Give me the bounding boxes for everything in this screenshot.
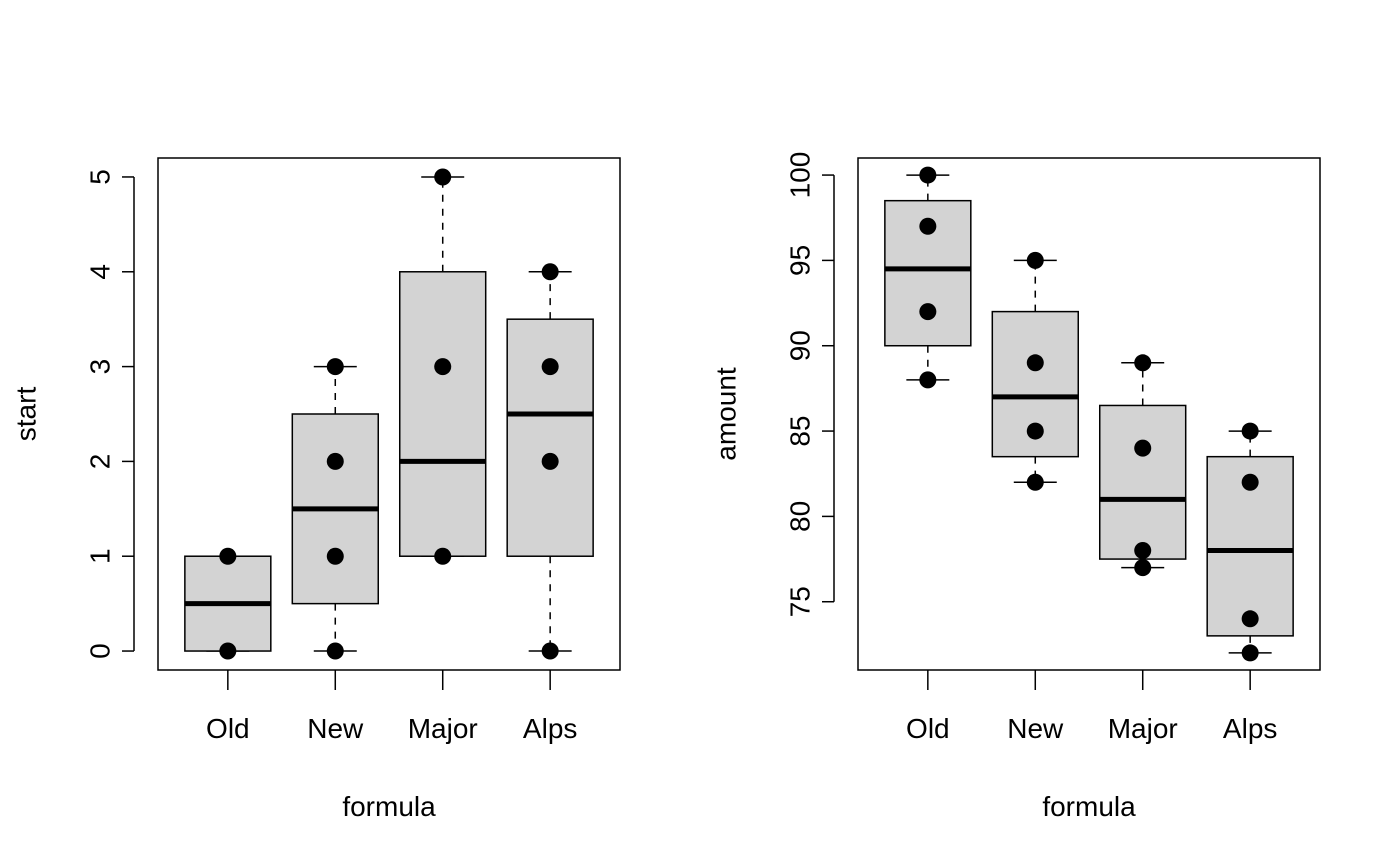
y-tick-label: 1 — [85, 548, 116, 564]
panel-start: 0 1 2 3 4 5 Old New Major Alps formula start — [11, 157, 621, 822]
iqr-box — [1098, 404, 1187, 560]
iqr-box — [506, 318, 594, 557]
data-point — [1026, 354, 1044, 372]
x-tick-label: New — [1007, 713, 1064, 744]
box-new — [291, 365, 380, 652]
data-point — [326, 452, 344, 470]
iqr-box — [398, 271, 487, 557]
x-tick-label: Alps — [1223, 713, 1277, 744]
data-point — [1134, 439, 1152, 457]
x-tick-label: Alps — [523, 713, 577, 744]
data-point — [326, 642, 344, 660]
data-point — [434, 547, 452, 565]
data-point — [1026, 473, 1044, 491]
data-point — [1134, 542, 1152, 560]
data-point — [919, 371, 937, 389]
data-point — [919, 303, 937, 321]
y-tick-label: 2 — [85, 454, 116, 470]
y-tick-label: 100 — [785, 152, 816, 199]
y-tick-label: 4 — [85, 264, 116, 280]
data-point — [1241, 610, 1259, 628]
data-point — [1241, 644, 1259, 662]
data-point — [541, 358, 559, 376]
data-point — [541, 263, 559, 281]
data-point — [1134, 354, 1152, 372]
y-tick-label: 90 — [785, 330, 816, 361]
y-tick-label: 0 — [85, 643, 116, 659]
panel-amount: 75 80 85 90 95 100 Old New Major Alps formula amoun… — [711, 152, 1321, 822]
data-point — [1241, 422, 1259, 440]
box-major — [1098, 362, 1187, 569]
box-old — [184, 555, 272, 652]
y-tick-label: 5 — [85, 169, 116, 185]
x-tick-label: Major — [408, 713, 478, 744]
y-tick-label: 85 — [785, 415, 816, 446]
x-axis-title: formula — [342, 791, 436, 822]
y-tick-label: 95 — [785, 245, 816, 276]
data-point — [219, 642, 237, 660]
data-point — [434, 168, 452, 186]
data-point — [1026, 422, 1044, 440]
data-point — [326, 547, 344, 565]
x-axis-title: formula — [1042, 791, 1136, 822]
data-point — [434, 358, 452, 376]
data-point — [541, 642, 559, 660]
data-point — [919, 166, 937, 184]
data-point — [1241, 473, 1259, 491]
x-tick-label: Old — [906, 713, 950, 744]
box-old — [884, 174, 972, 381]
x-tick-label: Old — [206, 713, 250, 744]
box-major — [398, 176, 487, 557]
y-tick-label: 80 — [785, 501, 816, 532]
x-tick-label: Major — [1108, 713, 1178, 744]
x-tick-label: New — [307, 713, 364, 744]
plot-frame — [157, 157, 621, 671]
y-tick-label: 75 — [785, 586, 816, 617]
plot-frame — [857, 157, 1321, 671]
data-point — [541, 452, 559, 470]
data-point — [1134, 559, 1152, 577]
data-point — [919, 217, 937, 235]
y-axis-title: start — [11, 387, 42, 442]
y-axis-title: amount — [711, 367, 742, 461]
box-new — [991, 259, 1080, 484]
data-point — [326, 358, 344, 376]
data-point — [219, 547, 237, 565]
y-tick-label: 3 — [85, 359, 116, 375]
data-point — [1026, 251, 1044, 269]
